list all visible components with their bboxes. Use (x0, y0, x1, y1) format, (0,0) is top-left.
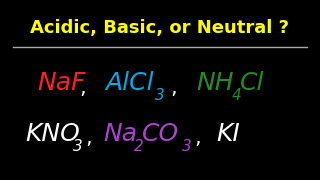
Text: NaF: NaF (37, 71, 86, 95)
Text: KNO: KNO (25, 122, 80, 146)
Text: KI: KI (217, 122, 240, 146)
Text: ,: , (171, 78, 177, 98)
Text: ,: , (79, 78, 85, 98)
Text: AlCl: AlCl (105, 71, 154, 95)
Text: 4: 4 (232, 88, 242, 103)
Text: ,: , (85, 128, 92, 148)
Text: 3: 3 (156, 88, 165, 103)
Text: Na: Na (103, 122, 138, 146)
Text: ,: , (194, 128, 201, 148)
Text: NH: NH (197, 71, 234, 95)
Text: 3: 3 (182, 139, 192, 154)
Text: CO: CO (142, 122, 179, 146)
Text: Acidic, Basic, or Neutral ?: Acidic, Basic, or Neutral ? (30, 19, 290, 37)
Text: Cl: Cl (240, 71, 265, 95)
Text: 2: 2 (134, 139, 144, 154)
Text: 3: 3 (73, 139, 83, 154)
